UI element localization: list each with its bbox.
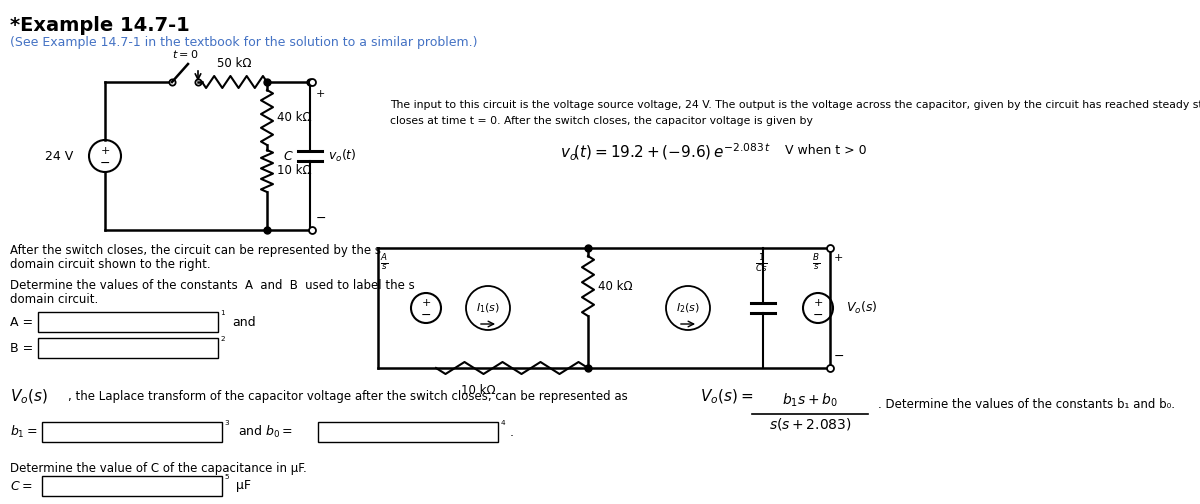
Text: closes at time t = 0. After the switch closes, the capacitor voltage is given by: closes at time t = 0. After the switch c…: [390, 116, 812, 126]
FancyBboxPatch shape: [42, 476, 222, 496]
Text: Determine the value of C of the capacitance in μF.: Determine the value of C of the capacita…: [10, 462, 307, 475]
Text: −: −: [316, 212, 326, 224]
Text: $C =$: $C =$: [10, 479, 32, 492]
Text: +: +: [316, 89, 325, 99]
Text: +: +: [814, 298, 823, 308]
FancyBboxPatch shape: [38, 338, 218, 358]
Text: V when t > 0: V when t > 0: [785, 144, 866, 157]
FancyBboxPatch shape: [42, 422, 222, 442]
Text: *Example 14.7-1: *Example 14.7-1: [10, 16, 190, 35]
Text: After the switch closes, the circuit can be represented by the s: After the switch closes, the circuit can…: [10, 244, 382, 257]
Text: The input to this circuit is the voltage source voltage, 24 V. The output is the: The input to this circuit is the voltage…: [390, 100, 1200, 110]
Text: 50 kΩ: 50 kΩ: [217, 57, 252, 70]
Text: 24 V: 24 V: [44, 150, 73, 162]
Text: . Determine the values of the constants b₁ and b₀.: . Determine the values of the constants …: [878, 398, 1175, 411]
FancyBboxPatch shape: [318, 422, 498, 442]
Text: $s(s + 2.083)$: $s(s + 2.083)$: [768, 416, 852, 432]
Text: $v_o(t)$: $v_o(t)$: [328, 148, 356, 164]
Text: $b_1 s + b_0$: $b_1 s + b_0$: [782, 392, 838, 409]
FancyBboxPatch shape: [38, 312, 218, 332]
Text: μF: μF: [236, 479, 251, 492]
Text: +: +: [101, 146, 109, 156]
Text: −: −: [812, 308, 823, 322]
Text: −: −: [100, 157, 110, 169]
Text: domain circuit.: domain circuit.: [10, 293, 98, 306]
Text: and $b_0 =$: and $b_0 =$: [238, 424, 293, 440]
Text: $V_o(s) =$: $V_o(s) =$: [700, 388, 754, 406]
Text: $V_o(s)$: $V_o(s)$: [846, 300, 877, 316]
Text: −: −: [834, 350, 845, 363]
Text: domain circuit shown to the right.: domain circuit shown to the right.: [10, 258, 211, 271]
Text: $\frac{A}{s}$: $\frac{A}{s}$: [380, 252, 389, 273]
Text: $I_2(s)$: $I_2(s)$: [676, 301, 700, 315]
Text: $^2$: $^2$: [220, 336, 226, 346]
Text: , the Laplace transform of the capacitor voltage after the switch closes, can be: , the Laplace transform of the capacitor…: [68, 390, 628, 403]
Text: B =: B =: [10, 342, 34, 354]
Text: $^3$: $^3$: [224, 420, 230, 430]
Text: (See Example 14.7-1 in the textbook for the solution to a similar problem.): (See Example 14.7-1 in the textbook for …: [10, 36, 478, 49]
Text: .: .: [510, 425, 514, 438]
Text: Determine the values of the constants   A   and   B   used to label the s: Determine the values of the constants A …: [10, 279, 415, 292]
Text: $\frac{1}{Cs}$: $\frac{1}{Cs}$: [755, 252, 767, 274]
Text: C: C: [283, 150, 292, 162]
Text: $I_1(s)$: $I_1(s)$: [476, 301, 500, 315]
Text: and: and: [232, 316, 256, 329]
Text: 10 kΩ: 10 kΩ: [277, 164, 312, 177]
Text: $V_o(s)$: $V_o(s)$: [10, 388, 48, 406]
Text: $^1$: $^1$: [220, 310, 226, 320]
Text: $b_1 =$: $b_1 =$: [10, 424, 37, 440]
Text: +: +: [834, 253, 844, 263]
Text: $v_o\!\left(t\right) = 19.2 + (-9.6)\,e^{-2.083\,t}$: $v_o\!\left(t\right) = 19.2 + (-9.6)\,e^…: [560, 142, 772, 163]
Text: 40 kΩ: 40 kΩ: [277, 111, 312, 124]
Text: $t = 0$: $t = 0$: [172, 48, 198, 60]
Text: 10 kΩ: 10 kΩ: [461, 384, 496, 397]
Text: −: −: [421, 308, 431, 322]
Text: 40 kΩ: 40 kΩ: [598, 280, 632, 292]
Text: +: +: [421, 298, 431, 308]
Text: $\frac{B}{s}$: $\frac{B}{s}$: [812, 252, 820, 273]
Text: $^5$: $^5$: [224, 474, 230, 484]
Text: $^4$: $^4$: [500, 420, 506, 430]
Text: A =: A =: [10, 316, 34, 329]
